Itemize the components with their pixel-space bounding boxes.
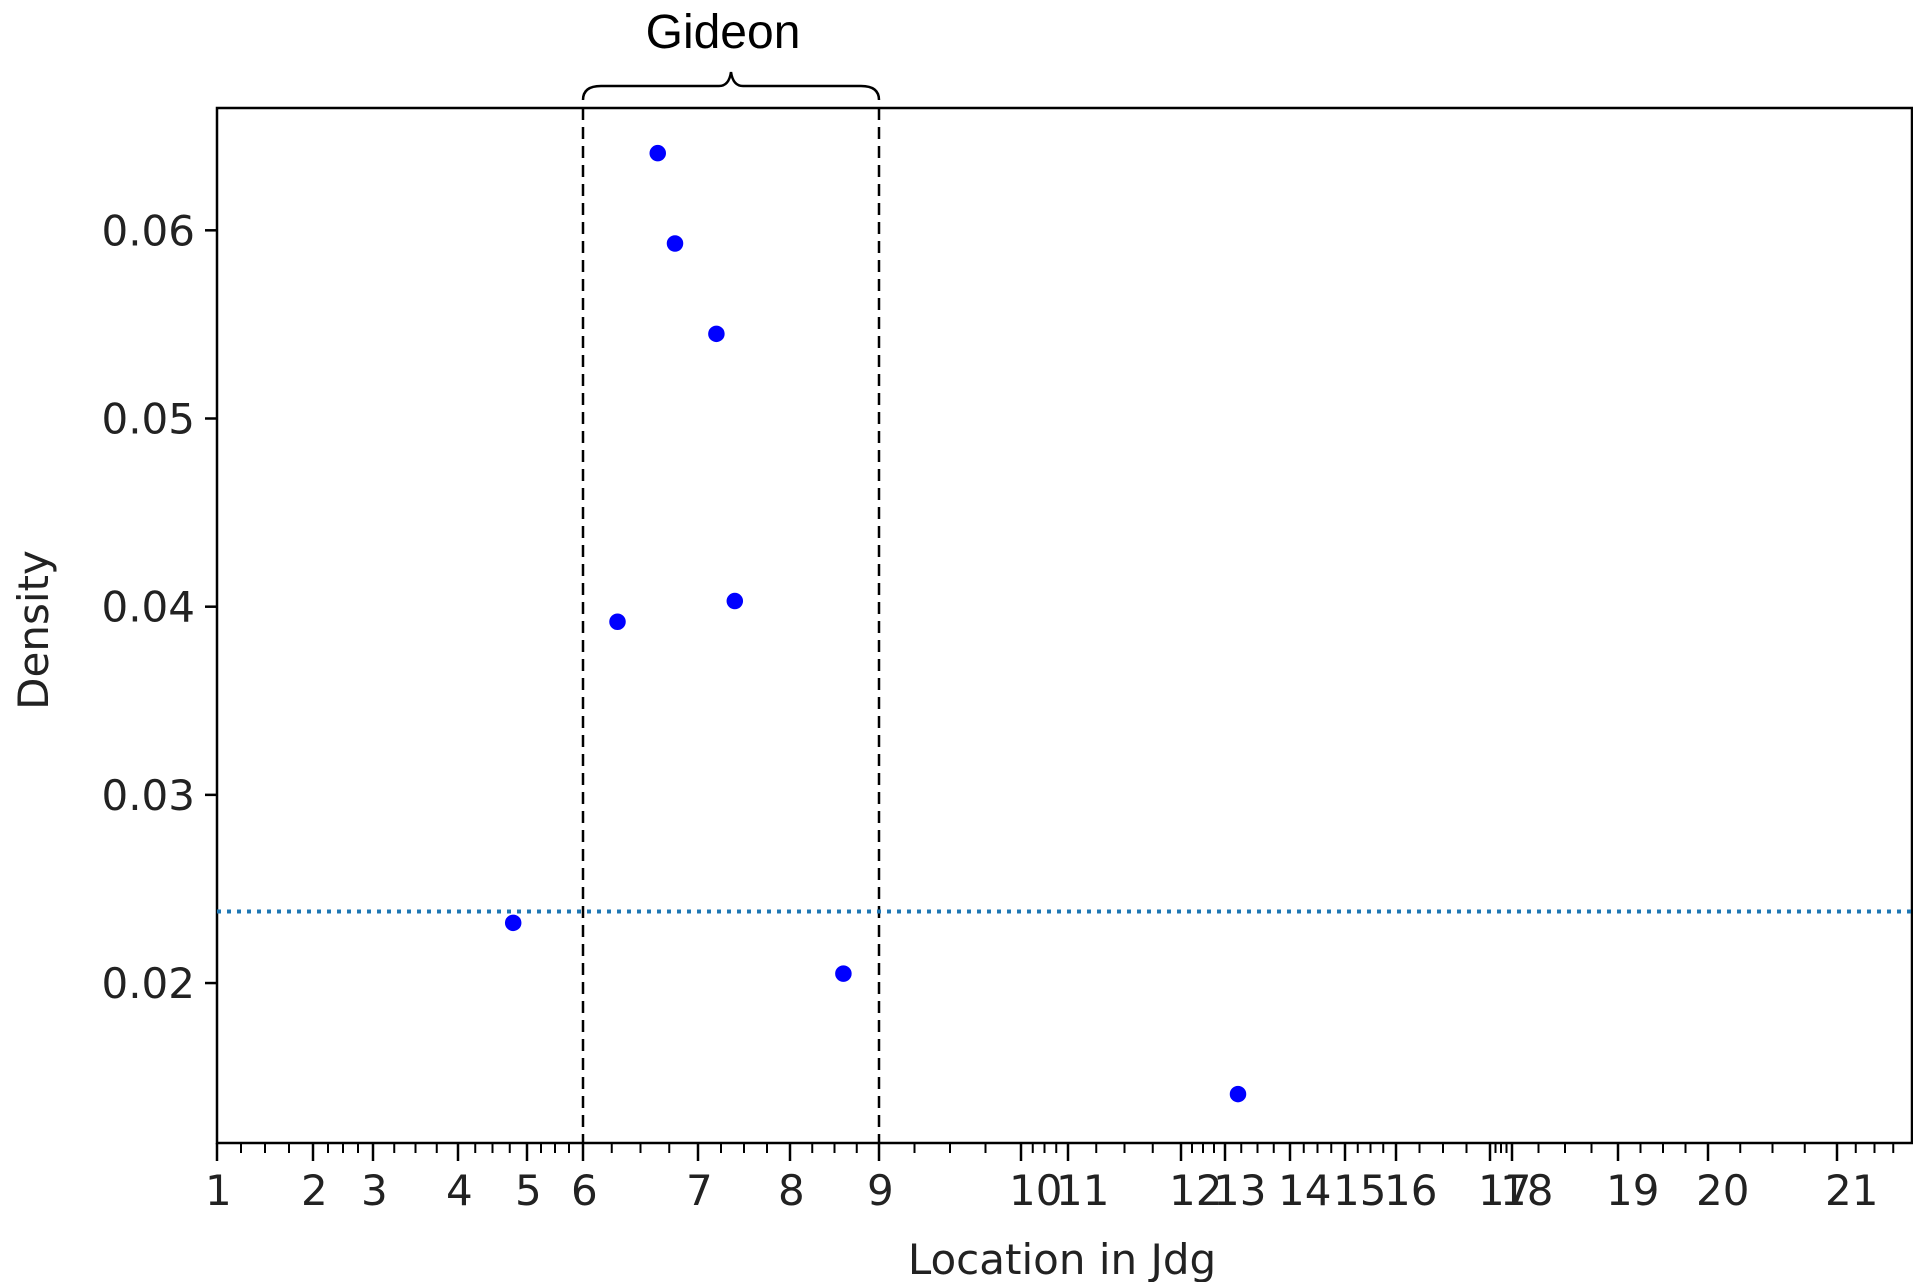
- x-tick-label: 13: [1213, 1166, 1266, 1215]
- x-tick-label: 15: [1333, 1166, 1386, 1215]
- x-tick-label: 9: [867, 1166, 894, 1215]
- gideon-region: Gideon: [581, 6, 881, 1143]
- data-point: [706, 324, 727, 344]
- region-brace: [581, 71, 881, 101]
- x-tick-label: 4: [446, 1166, 473, 1215]
- data-point: [503, 913, 523, 933]
- y-tick-label: 0.02: [101, 959, 195, 1008]
- y-tick-label: 0.05: [101, 395, 195, 444]
- data-point: [1228, 1084, 1248, 1104]
- x-axis-title: Location in Jdg: [908, 1235, 1216, 1282]
- x-tick-label: 19: [1606, 1166, 1659, 1215]
- x-tick-label: 20: [1696, 1166, 1749, 1215]
- x-tick-label: 21: [1825, 1166, 1878, 1215]
- y-axis-title: Density: [9, 550, 58, 710]
- x-tick-label: 16: [1384, 1166, 1437, 1215]
- x-tick-label: 2: [301, 1166, 328, 1215]
- y-tick-label: 0.03: [101, 771, 195, 820]
- data-point: [833, 963, 854, 984]
- x-tick-label: 11: [1056, 1166, 1109, 1215]
- data-point: [607, 611, 628, 632]
- data-points: [503, 143, 1248, 1104]
- data-point: [648, 143, 668, 163]
- x-tick-label: 5: [515, 1166, 542, 1215]
- data-point: [725, 591, 745, 611]
- plot-area: [215, 106, 1913, 1145]
- x-tick-label: 10: [1009, 1166, 1062, 1215]
- y-tick-label: 0.04: [101, 583, 195, 632]
- x-tick-label: 1: [205, 1166, 232, 1215]
- x-tick-label: 6: [571, 1166, 598, 1215]
- y-tick-label: 0.06: [101, 206, 195, 255]
- data-point: [665, 233, 685, 254]
- region-label: Gideon: [646, 6, 801, 59]
- x-tick-label: 8: [778, 1166, 805, 1215]
- x-tick-label: 14: [1278, 1166, 1331, 1215]
- x-tick-label: 3: [361, 1166, 388, 1215]
- x-tick-label: 17: [1478, 1166, 1531, 1215]
- x-tick-label: 7: [686, 1166, 713, 1215]
- x-tick-label: 18: [1500, 1166, 1553, 1215]
- x-tick-label: 12: [1169, 1166, 1222, 1215]
- y-axis-ticks: 0.02 0.03 0.04 0.05 0.06: [101, 206, 217, 1008]
